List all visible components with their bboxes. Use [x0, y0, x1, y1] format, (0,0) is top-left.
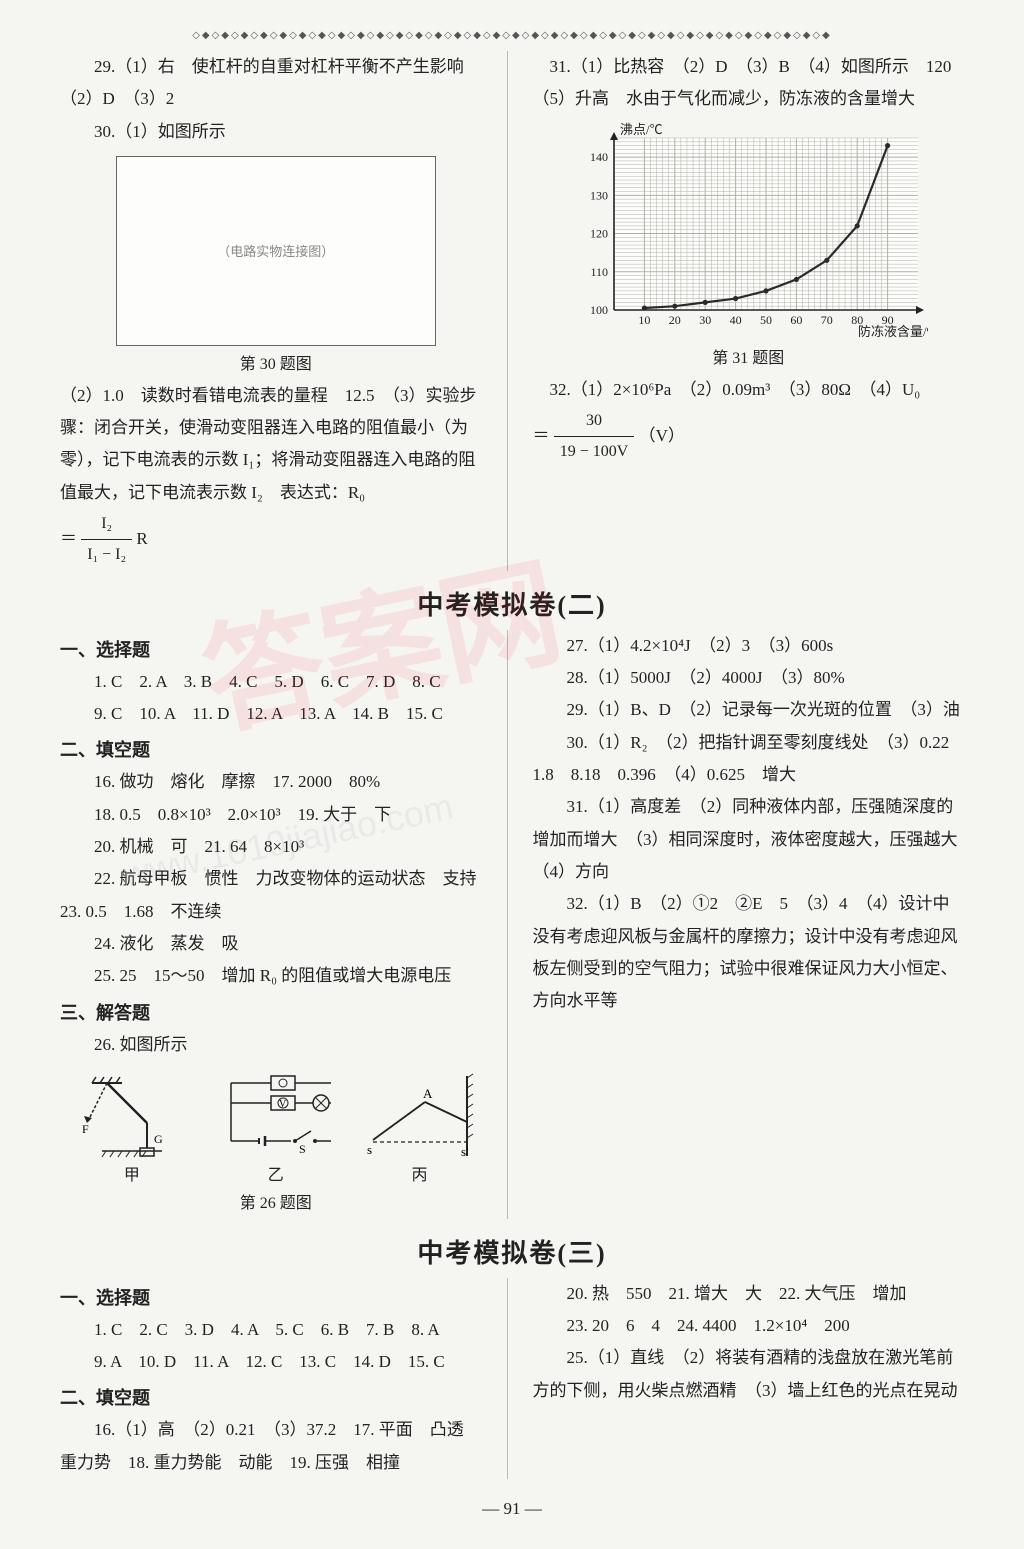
mock2-q29r: 29.（1）B、D （2）记录每一次光斑的位置 （3）油: [533, 694, 965, 726]
mock2-f18: 18. 0.5 0.8×10³ 2.0×10³ 19. 大于 下: [60, 799, 492, 831]
q29: 29.（1）右 使杠杆的自重对杠杆平衡不产生影响（2）D （3）2: [60, 51, 492, 116]
frac-suffix: R: [136, 529, 147, 548]
svg-text:120: 120: [590, 226, 608, 240]
mock2-q30r: 30.（1）R₂ （2）把指针调至零刻度线处 （3）0.22 1.8 8.18 …: [533, 727, 965, 792]
eq32-pref: ＝: [533, 426, 550, 445]
fig26-c: s s' A: [365, 1071, 475, 1161]
mock3-f25: 25.（1）直线 （2）将装有酒精的浅盘放在激光笔前方的下侧，用火柴点燃酒精 （…: [533, 1342, 965, 1407]
q31-a: 31.（1）比热容 （2）D （3）B （4）如图所示 120（5）升高 水由于…: [533, 51, 965, 116]
mock2-h3: 三、解答题: [60, 999, 492, 1025]
fig26-row: G F 甲 V: [60, 1071, 492, 1185]
eq32-suffix: （V）: [639, 426, 685, 445]
fraction-32: 30 19 − 100V: [554, 406, 635, 468]
mock2-choices2: 9. C 10. A 11. D 12. A 13. A 14. B 15. C: [60, 698, 492, 730]
svg-text:130: 130: [590, 188, 608, 202]
top-block: 29.（1）右 使杠杆的自重对杠杆平衡不产生影响（2）D （3）2 30.（1）…: [60, 51, 964, 571]
top-left-col: 29.（1）右 使杠杆的自重对杠杆平衡不产生影响（2）D （3）2 30.（1）…: [60, 51, 508, 571]
mock3-left: 一、选择题 1. C 2. C 3. D 4. A 5. C 6. B 7. B…: [60, 1278, 508, 1479]
mock2-f24: 24. 液化 蒸发 吸: [60, 928, 492, 960]
svg-text:s: s: [367, 1142, 372, 1157]
mock3-right: 20. 热 550 21. 增大 大 22. 大气压 增加 23. 20 6 4…: [528, 1278, 965, 1479]
mock2-f20: 20. 机械 可 21. 64 8×10³: [60, 831, 492, 863]
mock3-f16: 16.（1）高 （2）0.21 （3）37.2 17. 平面 凸透 重力势 18…: [60, 1414, 492, 1479]
fraction: I₂ I₁ − I₂: [81, 509, 132, 571]
antifreeze-chart: 102030405060708090100110120130140沸点/℃防冻液…: [568, 120, 928, 340]
svg-text:V: V: [279, 1099, 287, 1110]
frac-num: I₂: [81, 509, 132, 540]
mock2-q32r: 32.（1）B （2）①2 ②E 5 （3）4 （4）设计中没有考虑迎风板与金属…: [533, 888, 965, 1017]
eq32-num: 30: [554, 406, 635, 437]
mock2-f22: 22. 航母甲板 惯性 力改变物体的运动状态 支持 23. 0.5 1.68 不…: [60, 863, 492, 928]
mock3-choices2: 9. A 10. D 11. A 12. C 13. C 14. D 15. C: [60, 1346, 492, 1378]
svg-text:F: F: [82, 1122, 89, 1136]
mock3-f23: 23. 20 6 4 24. 4400 1.2×10⁴ 200: [533, 1310, 965, 1342]
mock2-title: 中考模拟卷(二): [60, 585, 964, 622]
frac-pref: ＝: [60, 529, 77, 548]
q32: 32.（1）2×10⁶Pa （2）0.09m³ （3）80Ω （4）U₀: [533, 374, 965, 406]
q30-a: 30.（1）如图所示: [60, 116, 492, 148]
mock2-h1: 一、选择题: [60, 636, 492, 662]
eq32-den: 19 − 100V: [554, 437, 635, 467]
svg-text:140: 140: [590, 150, 608, 164]
top-border: ◇◆◇◆◇◆◇◆◇◆◇◆◇◆◇◆◇◆◇◆◇◆◇◆◇◆◇◆◇◆◇◆◇◆◇◆◇◆◇◆…: [60, 30, 964, 41]
mock2-left: 一、选择题 1. C 2. A 3. B 4. C 5. D 6. C 7. D…: [60, 630, 508, 1219]
svg-text:100: 100: [590, 303, 608, 317]
mock2-right: 27.（1）4.2×10⁴J （2）3 （3）600s 28.（1）5000J …: [528, 630, 965, 1219]
mock3-f20: 20. 热 550 21. 增大 大 22. 大气压 增加: [533, 1278, 965, 1310]
svg-text:50: 50: [760, 313, 772, 327]
svg-text:20: 20: [669, 313, 681, 327]
svg-text:10: 10: [639, 313, 651, 327]
fig26-b-label: 乙: [221, 1161, 331, 1185]
mock2-q27: 27.（1）4.2×10⁴J （2）3 （3）600s: [533, 630, 965, 662]
svg-text:沸点/℃: 沸点/℃: [620, 122, 663, 137]
frac-den: I₁ − I₂: [81, 540, 132, 570]
fig30-caption: 第 30 题图: [60, 350, 492, 374]
mock2-q31r: 31.（1）高度差 （2）同种液体内部，压强随深度的增加而增大 （3）相同深度时…: [533, 791, 965, 888]
fig26-b: V: [221, 1071, 331, 1161]
q30-b: （2）1.0 读数时看错电流表的量程 12.5 （3）实验步骤：闭合开关，使滑动…: [60, 380, 492, 509]
fig26-a: G F: [77, 1071, 187, 1161]
q30-frac: ＝ I₂ I₁ − I₂ R: [60, 509, 492, 571]
svg-text:40: 40: [730, 313, 742, 327]
fig31-caption: 第 31 题图: [533, 344, 965, 368]
fig26-a-label: 甲: [77, 1161, 187, 1185]
mock2-q28: 28.（1）5000J （2）4000J （3）80%: [533, 662, 965, 694]
svg-text:60: 60: [791, 313, 803, 327]
chart-svg: 102030405060708090100110120130140沸点/℃防冻液…: [568, 120, 928, 340]
top-right-col: 31.（1）比热容 （2）D （3）B （4）如图所示 120（5）升高 水由于…: [528, 51, 965, 571]
mock3-block: 一、选择题 1. C 2. C 3. D 4. A 5. C 6. B 7. B…: [60, 1278, 964, 1479]
mock2-f16: 16. 做功 熔化 摩擦 17. 2000 80%: [60, 766, 492, 798]
mock3-choices1: 1. C 2. C 3. D 4. A 5. C 6. B 7. B 8. A: [60, 1314, 492, 1346]
svg-text:防冻液含量/%: 防冻液含量/%: [858, 324, 928, 339]
mock3-h1: 一、选择题: [60, 1284, 492, 1310]
svg-text:s': s': [461, 1144, 468, 1159]
eq32-frac: ＝ 30 19 − 100V （V）: [533, 406, 965, 468]
fig30-image: （电路实物连接图）: [116, 156, 436, 346]
svg-text:110: 110: [591, 264, 609, 278]
page-number: — 91 —: [60, 1499, 964, 1519]
mock3-h2: 二、填空题: [60, 1384, 492, 1410]
svg-text:G: G: [154, 1132, 163, 1146]
mock2-h2: 二、填空题: [60, 736, 492, 762]
svg-text:70: 70: [821, 313, 833, 327]
svg-text:30: 30: [699, 313, 711, 327]
mock3-title: 中考模拟卷(三): [60, 1233, 964, 1270]
mock2-choices1: 1. C 2. A 3. B 4. C 5. D 6. C 7. D 8. C: [60, 666, 492, 698]
mock2-f25: 25. 25 15～50 增加 R₀ 的阻值或增大电源电压: [60, 960, 492, 992]
mock2-block: 一、选择题 1. C 2. A 3. B 4. C 5. D 6. C 7. D…: [60, 630, 964, 1219]
fig26-caption: 第 26 题图: [60, 1189, 492, 1213]
svg-text:S: S: [299, 1142, 306, 1156]
mock2-q26: 26. 如图所示: [60, 1029, 492, 1061]
fig26-c-label: 丙: [365, 1161, 475, 1185]
svg-text:A: A: [423, 1086, 433, 1101]
